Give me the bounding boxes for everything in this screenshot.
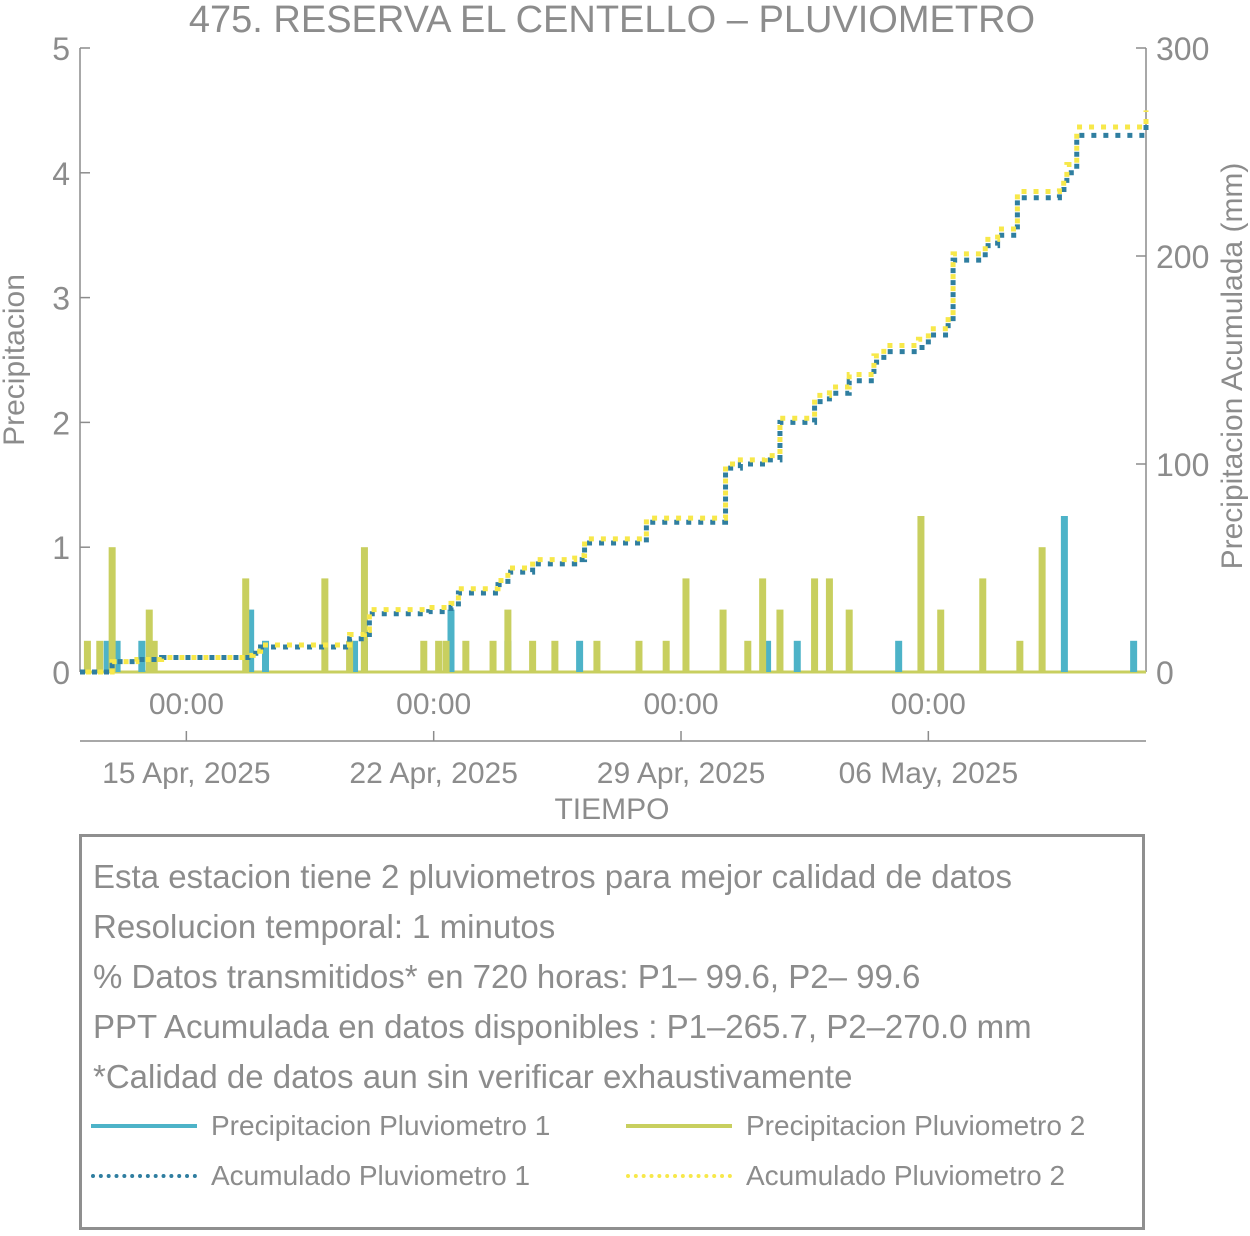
x-tick-time-label: 00:00 [149, 688, 224, 721]
p2-bar [937, 609, 945, 672]
p1-bar [103, 640, 111, 672]
y-right-tick-label: 0 [1156, 655, 1174, 691]
legend-swatch-a1 [91, 1174, 197, 1178]
info-box: Esta estacion tiene 2 pluviometros para … [79, 834, 1145, 1230]
y-left-tick-label: 2 [52, 405, 70, 441]
rainfall-chart: 475. RESERVA EL CENTELLO – PLUVIOMETRO 0… [0, 0, 1249, 826]
p2-bar [83, 640, 91, 672]
p1-bar [576, 640, 584, 672]
chart-axes: 0 1 2 3 4 5 0 100 200 300 00:00 15 Apr, 2025 00:00 22… [52, 31, 1209, 790]
info-line-stations: Esta estacion tiene 2 pluviometros para … [93, 858, 1013, 895]
x-tick-time-label: 00:00 [891, 688, 966, 721]
p1-bar [1130, 640, 1138, 672]
p1-bar [1060, 516, 1068, 672]
p2-bar [420, 640, 428, 672]
info-line-quality-note: *Calidad de datos aun sin verificar exha… [93, 1058, 853, 1095]
y-left-tick-label: 1 [52, 530, 70, 566]
p2-bar [346, 640, 354, 672]
legend-item-p1: Precipitacion Pluviometro 1 [91, 1110, 550, 1142]
p2-bar [682, 578, 690, 672]
legend-swatch-a2 [626, 1174, 732, 1178]
p1-bar [247, 609, 255, 672]
p2-bar [1016, 640, 1024, 672]
y-left-tick-label: 4 [52, 156, 70, 192]
x-axis-label: TIEMPO [554, 793, 669, 826]
p1-bar [351, 640, 359, 672]
p2-bar [845, 609, 853, 672]
p2-bar [529, 640, 537, 672]
y-right-tick-label: 100 [1156, 447, 1209, 483]
y-axis-left-label: Precipitacion [0, 274, 31, 446]
p2-bar [917, 516, 925, 672]
p1-bar [793, 640, 801, 672]
p2-bar [150, 640, 158, 672]
info-line-resolution: Resolucion temporal: 1 minutos [93, 908, 556, 945]
p2-bar [360, 547, 368, 672]
p2-bar [435, 640, 443, 672]
cumulative-lines [80, 110, 1149, 675]
p1-bar [764, 640, 772, 672]
p2-bar [593, 640, 601, 672]
p2-bar [635, 640, 643, 672]
legend-item-a2: Acumulado Pluviometro 2 [626, 1160, 1065, 1192]
p2-bar [242, 578, 250, 672]
y-left-tick-label: 0 [52, 655, 70, 691]
p2-bar [759, 578, 767, 672]
p2-bar [811, 578, 819, 672]
x-tick-date-label: 29 Apr, 2025 [597, 757, 766, 790]
legend-label-p2: Precipitacion Pluviometro 2 [746, 1110, 1086, 1141]
legend-label-a2: Acumulado Pluviometro 2 [746, 1160, 1066, 1191]
y-left-tick-label: 3 [52, 281, 70, 317]
legend-label-p1: Precipitacion Pluviometro 1 [211, 1110, 551, 1141]
p1-bar [447, 609, 455, 672]
p2-bar [825, 578, 833, 672]
x-tick-date-label: 15 Apr, 2025 [102, 757, 271, 790]
p2-bar [442, 640, 450, 672]
legend-label-a1: Acumulado Pluviometro 1 [211, 1160, 531, 1191]
y-right-tick-label: 200 [1156, 239, 1209, 275]
p2-bar [145, 609, 153, 672]
p1-bar [895, 640, 903, 672]
p1-bar [113, 640, 121, 672]
p2-bar [96, 640, 104, 672]
p2-bar [489, 640, 497, 672]
p2-bar [108, 547, 116, 672]
info-line-accumulated: PPT Acumulada en datos disponibles : P1–… [93, 1008, 1032, 1045]
y-axis-right-label: Precipitacion Acumulada (mm) [1216, 163, 1249, 570]
p2-bar [504, 609, 512, 672]
p2-bar [1038, 547, 1046, 672]
info-line-transmitted: % Datos transmitidos* en 720 horas: P1– … [93, 958, 921, 995]
p1-bar [138, 640, 146, 672]
p2-bar [744, 640, 752, 672]
series-p2-bars [83, 516, 1046, 672]
x-tick-time-label: 00:00 [396, 688, 471, 721]
p2-bar [462, 640, 470, 672]
p2-bar [321, 578, 329, 672]
p2-bar [551, 640, 559, 672]
p1-bar [261, 640, 269, 672]
a1-cumulative-line [80, 118, 1149, 675]
p2-bar [719, 609, 727, 672]
legend-item-p2: Precipitacion Pluviometro 2 [626, 1110, 1085, 1142]
legend-swatch-p2 [626, 1124, 732, 1128]
x-tick-date-label: 22 Apr, 2025 [349, 757, 518, 790]
x-tick-time-label: 00:00 [643, 688, 718, 721]
p2-bar [662, 640, 670, 672]
y-left-tick-label: 5 [52, 31, 70, 67]
legend-item-a1: Acumulado Pluviometro 1 [91, 1160, 530, 1192]
p2-bar [776, 609, 784, 672]
x-tick-date-label: 06 May, 2025 [839, 757, 1019, 790]
y-right-tick-label: 300 [1156, 31, 1209, 67]
p2-bar [979, 578, 987, 672]
legend-swatch-p1 [91, 1124, 197, 1128]
chart-title: 475. RESERVA EL CENTELLO – PLUVIOMETRO [189, 0, 1035, 41]
